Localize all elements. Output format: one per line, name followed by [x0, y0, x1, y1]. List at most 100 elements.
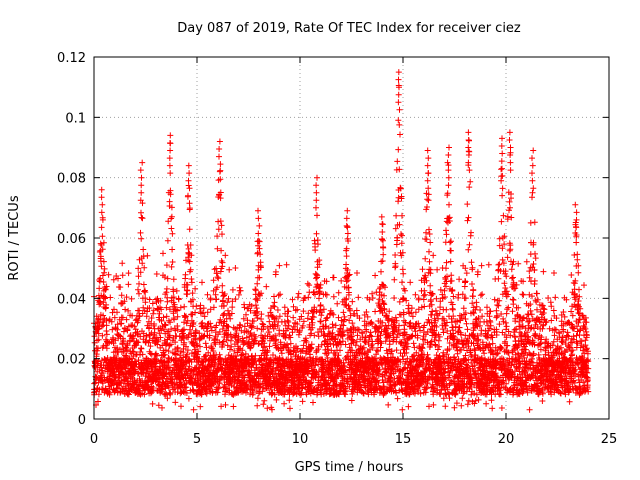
- data-point: [430, 252, 437, 259]
- data-point: [422, 291, 428, 298]
- data-point: [135, 339, 142, 346]
- data-point: [186, 226, 193, 233]
- data-point: [168, 225, 175, 232]
- data-point: [149, 300, 156, 307]
- data-point: [166, 198, 173, 205]
- data-point: [119, 260, 126, 267]
- data-point: [181, 339, 188, 346]
- data-point: [426, 258, 433, 265]
- data-point: [448, 238, 454, 245]
- data-point: [144, 252, 151, 259]
- data-point: [194, 342, 201, 349]
- data-point: [170, 276, 177, 283]
- data-point: [163, 313, 170, 320]
- data-point: [349, 298, 356, 305]
- data-point: [99, 233, 106, 240]
- data-point: [167, 191, 174, 198]
- data-point: [197, 343, 203, 350]
- data-point: [452, 323, 459, 330]
- data-point: [472, 397, 479, 404]
- data-point: [323, 291, 330, 298]
- data-point: [189, 296, 196, 303]
- data-point: [470, 286, 477, 293]
- data-point: [188, 279, 195, 286]
- data-point: [162, 347, 169, 354]
- data-point: [146, 305, 153, 311]
- data-point: [222, 401, 229, 408]
- data-point: [435, 337, 442, 344]
- data-point: [125, 281, 132, 288]
- data-point: [160, 250, 166, 257]
- data-point: [478, 262, 485, 269]
- data-point: [169, 259, 176, 265]
- data-point: [498, 218, 505, 225]
- data-point: [426, 248, 432, 255]
- data-point: [184, 287, 191, 294]
- data-point: [178, 403, 184, 410]
- data-point: [117, 284, 124, 291]
- data-point: [170, 294, 177, 301]
- data-point: [190, 406, 197, 413]
- data-point: [118, 292, 125, 299]
- data-point: [181, 326, 187, 333]
- data-point: [274, 307, 281, 313]
- data-point: [250, 318, 257, 324]
- data-point: [437, 286, 444, 293]
- data-point: [449, 306, 456, 313]
- data-point: [100, 370, 107, 376]
- data-point: [133, 351, 140, 358]
- data-point: [108, 318, 115, 325]
- data-point: [158, 327, 165, 334]
- data-point: [177, 352, 183, 359]
- data-point: [398, 231, 404, 238]
- data-point: [466, 241, 473, 248]
- data-point: [448, 247, 454, 254]
- data-point: [447, 239, 453, 246]
- data-point: [448, 277, 455, 284]
- data-point: [304, 280, 311, 287]
- data-point: [230, 403, 237, 410]
- data-point: [182, 314, 189, 321]
- data-point: [188, 359, 195, 365]
- data-point: [394, 158, 401, 165]
- data-point: [260, 401, 267, 408]
- data-point: [220, 338, 227, 345]
- data-point: [137, 269, 144, 276]
- data-point: [475, 396, 482, 403]
- data-point: [491, 296, 498, 303]
- data-point: [266, 329, 272, 336]
- data-point: [168, 263, 175, 270]
- data-point: [181, 303, 188, 310]
- data-point: [103, 301, 110, 308]
- data-point: [98, 263, 105, 270]
- data-point: [259, 320, 266, 327]
- data-point: [230, 324, 237, 331]
- data-point: [499, 185, 506, 192]
- data-point: [367, 329, 374, 336]
- data-point: [183, 390, 190, 396]
- data-point: [106, 386, 113, 392]
- data-point: [140, 281, 147, 288]
- data-point: [214, 274, 221, 281]
- data-point: [468, 391, 475, 398]
- data-point: [254, 395, 261, 402]
- data-point: [427, 239, 434, 246]
- data-point: [340, 309, 347, 316]
- data-point: [227, 315, 234, 322]
- data-point: [97, 253, 104, 260]
- data-point: [271, 303, 278, 310]
- data-point: [169, 246, 176, 253]
- data-point: [146, 296, 153, 303]
- data-point: [271, 293, 277, 300]
- data-point: [264, 405, 271, 412]
- data-point: [448, 272, 455, 279]
- data-point: [163, 262, 170, 269]
- data-point: [263, 283, 270, 290]
- data-point: [141, 391, 148, 398]
- data-point: [168, 213, 175, 220]
- data-point: [286, 397, 293, 404]
- data-point: [213, 296, 220, 303]
- data-point: [99, 332, 106, 339]
- data-point: [136, 280, 142, 287]
- data-point: [462, 316, 469, 322]
